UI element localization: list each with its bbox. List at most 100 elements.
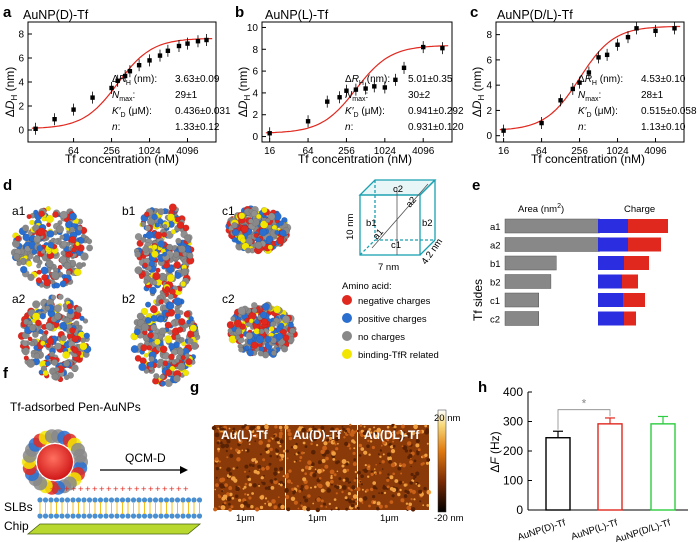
afm-feature <box>337 442 339 445</box>
lipid-head <box>114 513 120 519</box>
afm-feature <box>296 485 299 488</box>
afm-feature <box>284 488 289 494</box>
afm-feature <box>347 486 350 490</box>
afm-feature <box>260 495 265 499</box>
residue-atom <box>36 269 42 275</box>
fit-param-name: K′D (μM): <box>112 106 152 119</box>
data-point <box>653 28 658 34</box>
lipid-head <box>64 497 71 503</box>
afm-feature <box>275 449 280 453</box>
residue-atom <box>149 286 157 295</box>
afm-feature <box>269 447 273 452</box>
afm-feature <box>284 494 290 500</box>
fit-param-name: Nmax: <box>345 90 368 103</box>
residue-atom <box>78 237 85 244</box>
afm-feature <box>381 468 384 470</box>
lipid-head <box>114 497 120 503</box>
afm-feature <box>350 430 354 434</box>
afm-feature <box>304 465 309 470</box>
data-point <box>604 52 610 58</box>
panel-d-legend: Amino acid: negative charges positive ch… <box>342 281 439 361</box>
residue-atom <box>148 355 155 363</box>
residue-atom <box>244 317 250 323</box>
residue-atom <box>245 332 253 340</box>
afm-feature <box>333 440 335 443</box>
residue-atom <box>164 321 172 329</box>
lipid-head <box>48 497 54 503</box>
afm-feature <box>245 448 250 453</box>
fit-param-value: 4.53±0.10 <box>641 74 686 85</box>
afm-tile-label-3: Au(DL)-Tf <box>364 428 420 442</box>
charge-negative-bar <box>624 256 649 270</box>
data-point <box>305 119 311 124</box>
afm-feature <box>300 485 304 489</box>
charge-sign: + <box>155 484 161 495</box>
afm-feature <box>322 469 325 472</box>
lipid-head <box>64 513 71 519</box>
afm-feature <box>386 478 390 482</box>
lipid-head <box>125 497 131 503</box>
residue-atom <box>54 342 62 350</box>
afm-feature <box>286 457 289 460</box>
residue-atom <box>260 220 269 229</box>
residue-atom <box>27 320 33 326</box>
residue-atom <box>162 360 169 367</box>
panel-d-box-diagram <box>358 179 437 256</box>
panel-a-binding-curve: AuNP(D)-Tf ΔDH (nm) Tf concentration (nM… <box>3 8 231 166</box>
lipid-head <box>48 513 54 519</box>
box-face-c1: c1 <box>391 240 401 251</box>
panel-e-charge-header: Charge <box>624 204 655 215</box>
structure-label-b2: b2 <box>122 292 136 306</box>
afm-feature <box>322 445 327 451</box>
residue-atom <box>45 322 53 331</box>
residue-atom <box>32 255 40 263</box>
residue-atom <box>259 228 268 237</box>
afm-feature <box>418 489 423 494</box>
residue-atom <box>267 212 276 221</box>
afm-feature <box>415 483 418 485</box>
afm-feature <box>270 486 275 490</box>
afm-feature <box>358 431 362 434</box>
afm-feature <box>356 506 360 510</box>
residue-atom <box>29 219 35 226</box>
afm-feature <box>267 502 272 507</box>
afm-feature <box>347 481 351 484</box>
afm-feature <box>330 476 333 480</box>
afm-feature <box>388 442 392 446</box>
residue-atom <box>145 317 152 324</box>
afm-feature <box>325 506 328 508</box>
afm-feature <box>219 466 222 469</box>
afm-feature <box>244 464 249 469</box>
residue-atom <box>43 278 51 287</box>
y-tick-label: 8 <box>252 45 258 56</box>
residue-atom <box>45 361 51 367</box>
residue-atom <box>76 350 82 357</box>
afm-feature <box>317 468 322 474</box>
charge-positive-bar <box>598 274 622 289</box>
afm-tile-label-1: Au(L)-Tf <box>221 428 269 442</box>
afm-feature <box>246 439 249 442</box>
afm-feature <box>367 439 370 442</box>
residue-atom <box>67 308 74 315</box>
residue-atom <box>66 323 73 330</box>
afm-feature <box>264 424 269 430</box>
afm-feature <box>426 458 431 462</box>
afm-feature <box>250 505 254 509</box>
afm-feature <box>267 500 270 503</box>
afm-feature <box>264 447 268 451</box>
afm-feature <box>360 474 364 479</box>
afm-feature <box>408 453 413 458</box>
charge-sign: + <box>162 484 168 495</box>
residue-atom <box>26 214 32 220</box>
lipid-head <box>163 497 170 503</box>
category-label: AuNP(L)-Tf <box>570 517 619 542</box>
residue-atom <box>140 221 146 227</box>
residue-atom <box>65 252 71 258</box>
afm-feature <box>409 449 413 453</box>
afm-feature <box>291 487 295 491</box>
lipid-head <box>119 497 126 503</box>
afm-feature <box>263 474 265 477</box>
residue-atom <box>253 233 259 238</box>
residue-atom <box>152 244 158 250</box>
afm-feature <box>269 454 273 458</box>
